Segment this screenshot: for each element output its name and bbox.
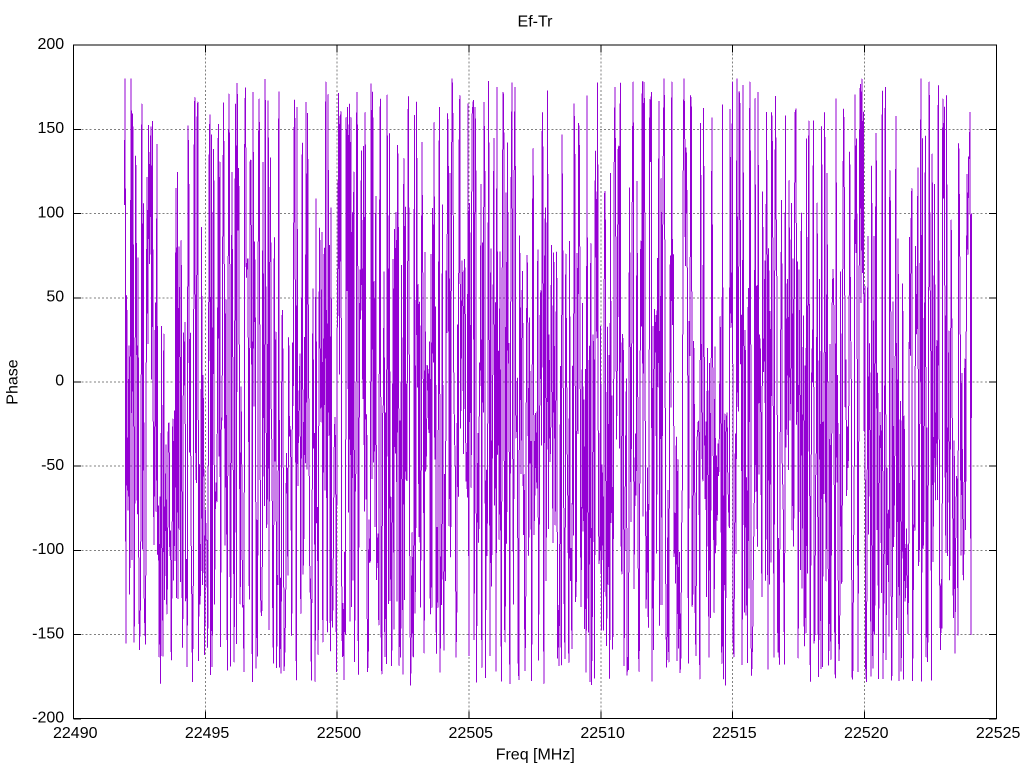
- svg-text:-150: -150: [32, 625, 64, 642]
- svg-text:-100: -100: [32, 541, 64, 558]
- svg-text:22525: 22525: [976, 725, 1021, 742]
- svg-text:150: 150: [37, 120, 64, 137]
- svg-text:100: 100: [37, 204, 64, 221]
- svg-text:-50: -50: [41, 457, 64, 474]
- svg-text:22490: 22490: [53, 725, 98, 742]
- svg-text:200: 200: [37, 36, 64, 53]
- svg-text:22520: 22520: [844, 725, 889, 742]
- svg-text:Phase: Phase: [5, 359, 22, 404]
- svg-text:22495: 22495: [185, 725, 230, 742]
- svg-text:-200: -200: [32, 710, 64, 727]
- svg-text:22500: 22500: [317, 725, 362, 742]
- svg-text:22515: 22515: [712, 725, 757, 742]
- svg-text:Ef-Tr: Ef-Tr: [518, 14, 554, 31]
- svg-text:22505: 22505: [449, 725, 494, 742]
- svg-text:50: 50: [46, 289, 64, 306]
- svg-text:22510: 22510: [580, 725, 625, 742]
- svg-text:Freq [MHz]: Freq [MHz]: [496, 747, 575, 764]
- svg-text:0: 0: [55, 373, 64, 390]
